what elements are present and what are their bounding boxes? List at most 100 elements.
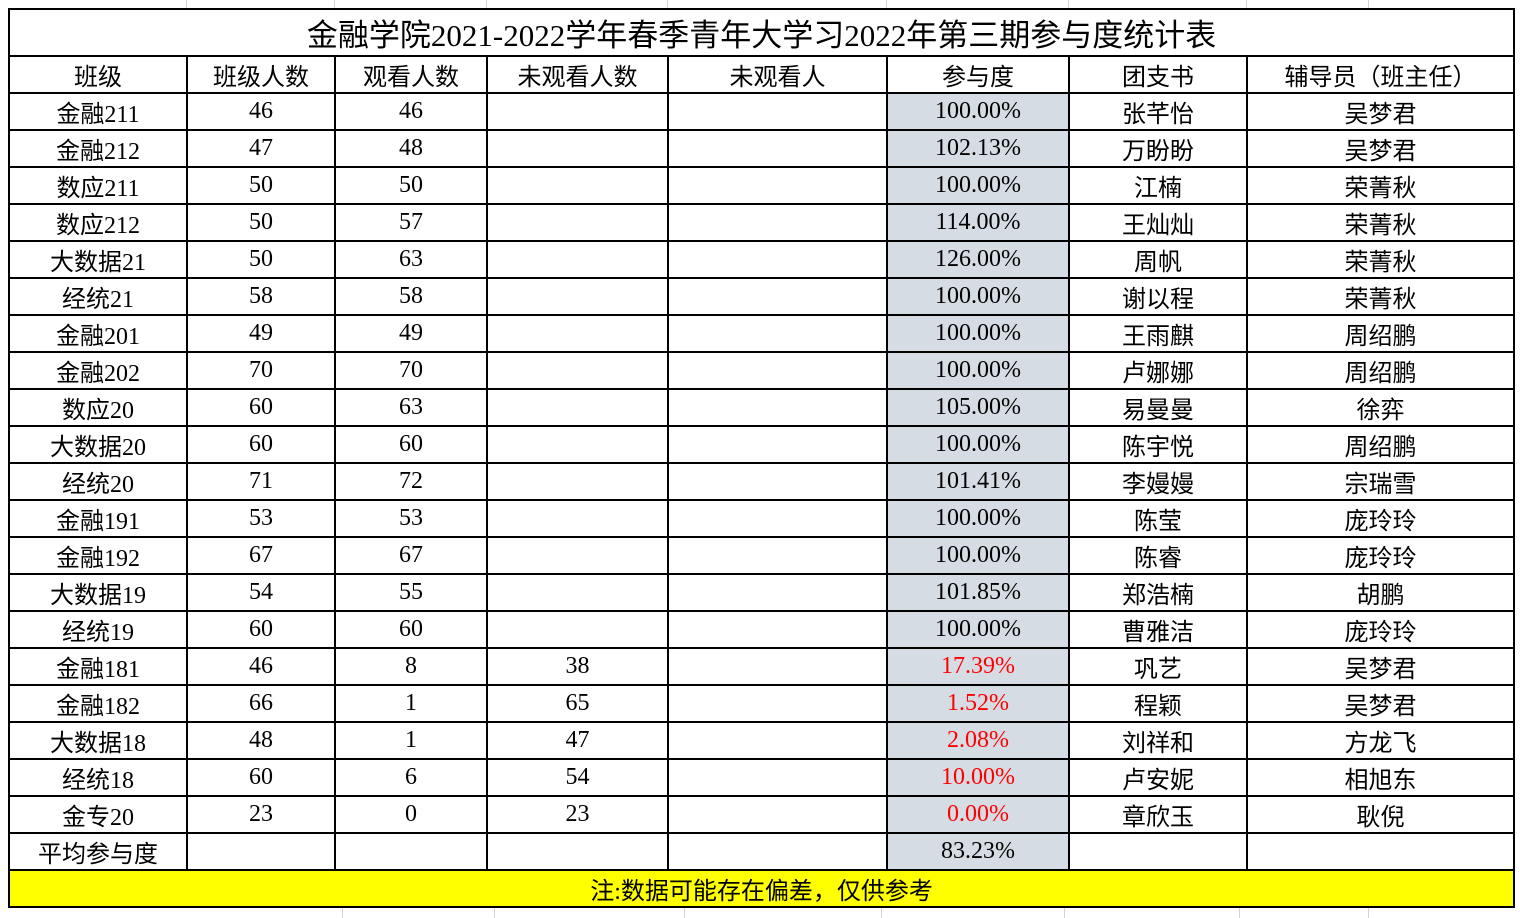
cell-class[interactable]: 金融212 bbox=[8, 129, 188, 168]
cell-non-viewer-names[interactable] bbox=[667, 129, 888, 168]
cell-class[interactable]: 大数据18 bbox=[8, 721, 188, 760]
cell-non-viewers[interactable] bbox=[486, 536, 669, 575]
column-header[interactable]: 观看人数 bbox=[334, 55, 488, 94]
cell-size[interactable]: 46 bbox=[186, 92, 336, 131]
cell-secretary[interactable]: 王雨麒 bbox=[1068, 314, 1248, 353]
cell-class[interactable]: 大数据20 bbox=[8, 425, 188, 464]
cell-counselor[interactable]: 徐弈 bbox=[1245, 388, 1516, 427]
cell-non-viewers[interactable] bbox=[486, 832, 669, 871]
column-header[interactable]: 未观看人 bbox=[667, 55, 888, 94]
cell-non-viewers[interactable] bbox=[486, 314, 669, 353]
cell-size[interactable]: 23 bbox=[186, 795, 336, 834]
cell-secretary[interactable]: 周帆 bbox=[1068, 240, 1248, 279]
cell-counselor[interactable]: 吴梦君 bbox=[1245, 129, 1516, 168]
cell-viewers[interactable]: 53 bbox=[334, 499, 488, 538]
cell-class[interactable]: 数应20 bbox=[8, 388, 188, 427]
cell-non-viewer-names[interactable] bbox=[667, 351, 888, 390]
cell-viewers[interactable]: 60 bbox=[334, 610, 488, 649]
cell-participation[interactable]: 17.39% bbox=[886, 647, 1070, 686]
cell-viewers[interactable]: 58 bbox=[334, 277, 488, 316]
column-header[interactable]: 参与度 bbox=[886, 55, 1070, 94]
cell-viewers[interactable]: 50 bbox=[334, 166, 488, 205]
cell-secretary[interactable]: 章欣玉 bbox=[1068, 795, 1248, 834]
cell-secretary[interactable]: 王灿灿 bbox=[1068, 203, 1248, 242]
cell-class[interactable]: 经统18 bbox=[8, 758, 188, 797]
cell-non-viewer-names[interactable] bbox=[667, 462, 888, 501]
cell-class[interactable]: 金融181 bbox=[8, 647, 188, 686]
cell-viewers[interactable]: 63 bbox=[334, 240, 488, 279]
cell-non-viewers[interactable] bbox=[486, 499, 669, 538]
cell-non-viewer-names[interactable] bbox=[667, 758, 888, 797]
cell-viewers[interactable]: 6 bbox=[334, 758, 488, 797]
cell-non-viewers[interactable] bbox=[486, 277, 669, 316]
cell-class[interactable]: 金融201 bbox=[8, 314, 188, 353]
cell-non-viewer-names[interactable] bbox=[667, 240, 888, 279]
cell-counselor[interactable]: 方龙飞 bbox=[1245, 721, 1516, 760]
cell-counselor[interactable]: 吴梦君 bbox=[1245, 684, 1516, 723]
cell-counselor[interactable]: 胡鹏 bbox=[1245, 573, 1516, 612]
cell-participation[interactable]: 100.00% bbox=[886, 166, 1070, 205]
cell-non-viewers[interactable] bbox=[486, 573, 669, 612]
cell-size[interactable]: 50 bbox=[186, 240, 336, 279]
cell-non-viewers[interactable] bbox=[486, 388, 669, 427]
column-header[interactable]: 未观看人数 bbox=[486, 55, 669, 94]
cell-non-viewers[interactable]: 47 bbox=[486, 721, 669, 760]
cell-participation[interactable]: 0.00% bbox=[886, 795, 1070, 834]
cell-class[interactable]: 金融192 bbox=[8, 536, 188, 575]
cell-non-viewers[interactable] bbox=[486, 203, 669, 242]
cell-secretary[interactable]: 万盼盼 bbox=[1068, 129, 1248, 168]
cell-viewers[interactable]: 0 bbox=[334, 795, 488, 834]
cell-secretary[interactable] bbox=[1068, 832, 1248, 871]
cell-non-viewer-names[interactable] bbox=[667, 499, 888, 538]
cell-counselor[interactable]: 庞玲玲 bbox=[1245, 610, 1516, 649]
cell-non-viewer-names[interactable] bbox=[667, 166, 888, 205]
cell-participation[interactable]: 2.08% bbox=[886, 721, 1070, 760]
cell-non-viewers[interactable] bbox=[486, 92, 669, 131]
cell-non-viewers[interactable] bbox=[486, 425, 669, 464]
cell-non-viewer-names[interactable] bbox=[667, 203, 888, 242]
cell-participation[interactable]: 105.00% bbox=[886, 388, 1070, 427]
cell-participation[interactable]: 100.00% bbox=[886, 536, 1070, 575]
cell-counselor[interactable]: 荣菁秋 bbox=[1245, 203, 1516, 242]
cell-counselor[interactable]: 周绍鹏 bbox=[1245, 425, 1516, 464]
cell-viewers[interactable]: 72 bbox=[334, 462, 488, 501]
cell-participation[interactable]: 83.23% bbox=[886, 832, 1070, 871]
cell-non-viewer-names[interactable] bbox=[667, 277, 888, 316]
cell-secretary[interactable]: 卢安妮 bbox=[1068, 758, 1248, 797]
cell-participation[interactable]: 1.52% bbox=[886, 684, 1070, 723]
cell-class[interactable]: 金融211 bbox=[8, 92, 188, 131]
cell-viewers[interactable]: 49 bbox=[334, 314, 488, 353]
cell-counselor[interactable]: 庞玲玲 bbox=[1245, 536, 1516, 575]
cell-viewers[interactable]: 67 bbox=[334, 536, 488, 575]
cell-secretary[interactable]: 陈莹 bbox=[1068, 499, 1248, 538]
cell-secretary[interactable]: 巩艺 bbox=[1068, 647, 1248, 686]
cell-counselor[interactable]: 吴梦君 bbox=[1245, 92, 1516, 131]
cell-participation[interactable]: 100.00% bbox=[886, 499, 1070, 538]
cell-non-viewer-names[interactable] bbox=[667, 536, 888, 575]
cell-non-viewer-names[interactable] bbox=[667, 573, 888, 612]
cell-secretary[interactable]: 江楠 bbox=[1068, 166, 1248, 205]
cell-class[interactable]: 金融202 bbox=[8, 351, 188, 390]
cell-size[interactable]: 60 bbox=[186, 425, 336, 464]
cell-participation[interactable]: 100.00% bbox=[886, 277, 1070, 316]
cell-non-viewer-names[interactable] bbox=[667, 92, 888, 131]
cell-size[interactable]: 60 bbox=[186, 388, 336, 427]
cell-non-viewers[interactable] bbox=[486, 129, 669, 168]
cell-size[interactable]: 46 bbox=[186, 647, 336, 686]
cell-participation[interactable]: 100.00% bbox=[886, 351, 1070, 390]
cell-secretary[interactable]: 曹雅洁 bbox=[1068, 610, 1248, 649]
cell-non-viewers[interactable] bbox=[486, 351, 669, 390]
cell-non-viewers[interactable] bbox=[486, 166, 669, 205]
cell-class[interactable]: 大数据21 bbox=[8, 240, 188, 279]
cell-participation[interactable]: 100.00% bbox=[886, 314, 1070, 353]
column-header[interactable]: 班级 bbox=[8, 55, 188, 94]
cell-secretary[interactable]: 刘祥和 bbox=[1068, 721, 1248, 760]
cell-secretary[interactable]: 李嫚嫚 bbox=[1068, 462, 1248, 501]
cell-counselor[interactable]: 荣菁秋 bbox=[1245, 166, 1516, 205]
cell-non-viewers[interactable] bbox=[486, 240, 669, 279]
cell-counselor[interactable]: 荣菁秋 bbox=[1245, 240, 1516, 279]
cell-counselor[interactable]: 周绍鹏 bbox=[1245, 351, 1516, 390]
cell-size[interactable]: 50 bbox=[186, 203, 336, 242]
cell-participation[interactable]: 101.85% bbox=[886, 573, 1070, 612]
cell-non-viewer-names[interactable] bbox=[667, 647, 888, 686]
